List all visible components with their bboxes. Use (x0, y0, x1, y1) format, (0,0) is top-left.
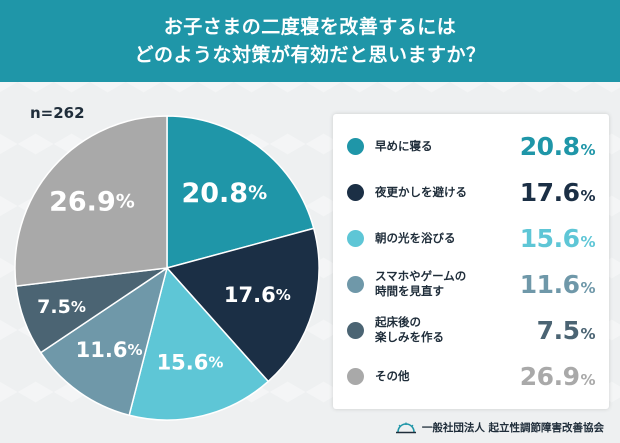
pie-slice-data-label: 11.6% (76, 338, 143, 362)
sample-size-label: n=262 (30, 104, 85, 122)
legend-label: スマホやゲームの 時間を見直す (375, 269, 467, 298)
legend-swatch (347, 183, 364, 201)
pie-slice-data-label: 17.6% (224, 283, 291, 307)
pie-slice (166, 115, 315, 269)
pie-slice-data-label: 15.6% (157, 351, 224, 375)
legend-swatch (347, 275, 364, 293)
legend-value: 15.6% (519, 223, 596, 253)
legend-swatch (347, 321, 364, 339)
footer-credit: 一般社団法人 起立性調節障害改善協会 (395, 420, 604, 435)
legend-item: 早めに寝る 20.8% (333, 123, 609, 169)
pie-slice-data-label: 7.5% (37, 296, 86, 318)
legend-swatch (347, 137, 364, 155)
chart-title-line-2: どのような対策が有効だと思いますか？ (134, 44, 486, 66)
legend-label: 起床後の 楽しみを作る (375, 315, 444, 344)
legend-label: 朝の光を浴びる (375, 230, 456, 245)
legend-item: 朝の光を浴びる 15.6% (333, 215, 609, 261)
legend-value: 20.8% (519, 131, 596, 161)
legend-value: 7.5% (536, 315, 596, 345)
pie-slice (128, 266, 270, 421)
chart-title-banner: お子さまの二度寝を改善するには どのような対策が有効だと思いますか？ (0, 0, 620, 82)
legend-value: 17.6% (519, 177, 596, 207)
legend-value: 26.9% (519, 361, 596, 391)
legend-item: 夜更かしを避ける 17.6% (333, 169, 609, 215)
legend-value: 11.6% (519, 269, 596, 299)
pie-slice (165, 227, 320, 383)
sunrise-logo-icon (395, 422, 416, 433)
pie-slice-data-label: 26.9% (49, 186, 135, 217)
legend-label: 夜更かしを避ける (375, 184, 467, 199)
legend-swatch (347, 229, 364, 247)
legend-item: その他 26.9% (333, 353, 609, 399)
pie-slice-data-label: 20.8% (181, 178, 267, 209)
footer-org-name: 一般社団法人 起立性調節障害改善協会 (421, 422, 604, 434)
legend-label: その他 (375, 368, 410, 383)
legend-item: スマホやゲームの 時間を見直す 11.6% (333, 261, 609, 307)
pie-slice (39, 266, 169, 417)
legend-item: 起床後の 楽しみを作る 7.5% (333, 307, 609, 353)
legend-swatch (347, 367, 364, 385)
legend-label: 早めに寝る (375, 138, 433, 153)
chart-title-line-1: お子さまの二度寝を改善するには (163, 16, 457, 38)
legend-panel: 早めに寝る 20.8% 夜更かしを避ける 17.6% 朝の光を浴びる 15.6% スマホやゲ… (333, 114, 609, 409)
pie-slice (14, 115, 168, 287)
